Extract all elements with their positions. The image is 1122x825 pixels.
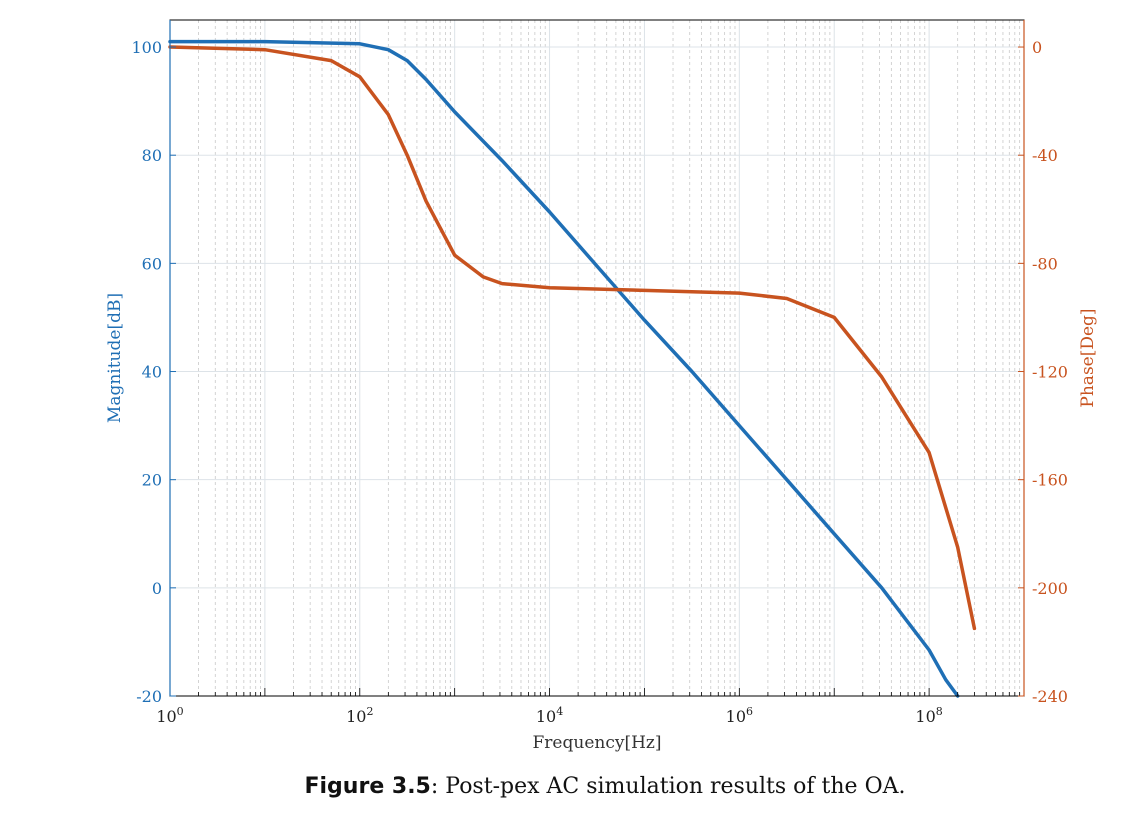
x-tick-label: 104 [536,705,563,726]
x-tick-label-base: 10 [156,707,176,726]
y-left-tick-label: -20 [136,687,162,706]
y-right-tick-label: -200 [1032,579,1068,598]
y-left-tick-label: 20 [142,471,162,490]
y-left-tick-label: 40 [142,363,162,382]
phase-series-line [168,45,977,631]
x-tick-label-exponent: 8 [936,705,943,718]
caption-label: Figure 3.5 [304,774,431,799]
y-right-axis-label: Phase[Deg] [1078,308,1098,407]
x-tick-label: 102 [346,705,373,726]
y-right-tick-label: -240 [1032,687,1068,706]
y-left-tick-label: 80 [142,146,162,165]
y-right-tick-label: 0 [1032,38,1042,57]
y-right-tick-label: -80 [1032,254,1058,273]
x-tick-label-base: 10 [536,707,556,726]
plot-area [170,20,1024,696]
x-tick-label-base: 10 [726,707,746,726]
y-right-tick-label: -120 [1032,363,1068,382]
x-tick-label-base: 10 [346,707,366,726]
x-tick-label: 106 [726,705,753,726]
y-left-tick-label: 100 [131,38,162,57]
y-right-tick-label: -40 [1032,146,1058,165]
x-tick-label-exponent: 2 [366,705,373,718]
x-axis-label: Frequency[Hz] [533,733,662,753]
figure-caption: Figure 3.5: Post-pex AC simulation resul… [0,774,1122,799]
series-group [168,39,977,698]
x-tick-label-base: 10 [915,707,935,726]
y-left-axis-label: Magnitude[dB] [105,293,125,423]
x-tick-label-exponent: 6 [746,705,753,718]
axes: -20020406080100-240-200-160-120-80-40010… [131,20,1068,726]
grid [170,20,1024,696]
magnitude-series-line [168,39,960,698]
y-right-tick-label: -160 [1032,471,1068,490]
y-left-tick-label: 0 [152,579,162,598]
y-left-tick-label: 60 [142,254,162,273]
caption-text: : Post-pex AC simulation results of the … [430,774,906,799]
x-tick-label: 108 [915,705,942,726]
x-tick-label-exponent: 4 [556,705,563,718]
x-tick-label: 100 [156,705,183,726]
x-tick-label-exponent: 0 [177,705,184,718]
bode-plot: -20020406080100-240-200-160-120-80-40010… [105,19,1098,753]
